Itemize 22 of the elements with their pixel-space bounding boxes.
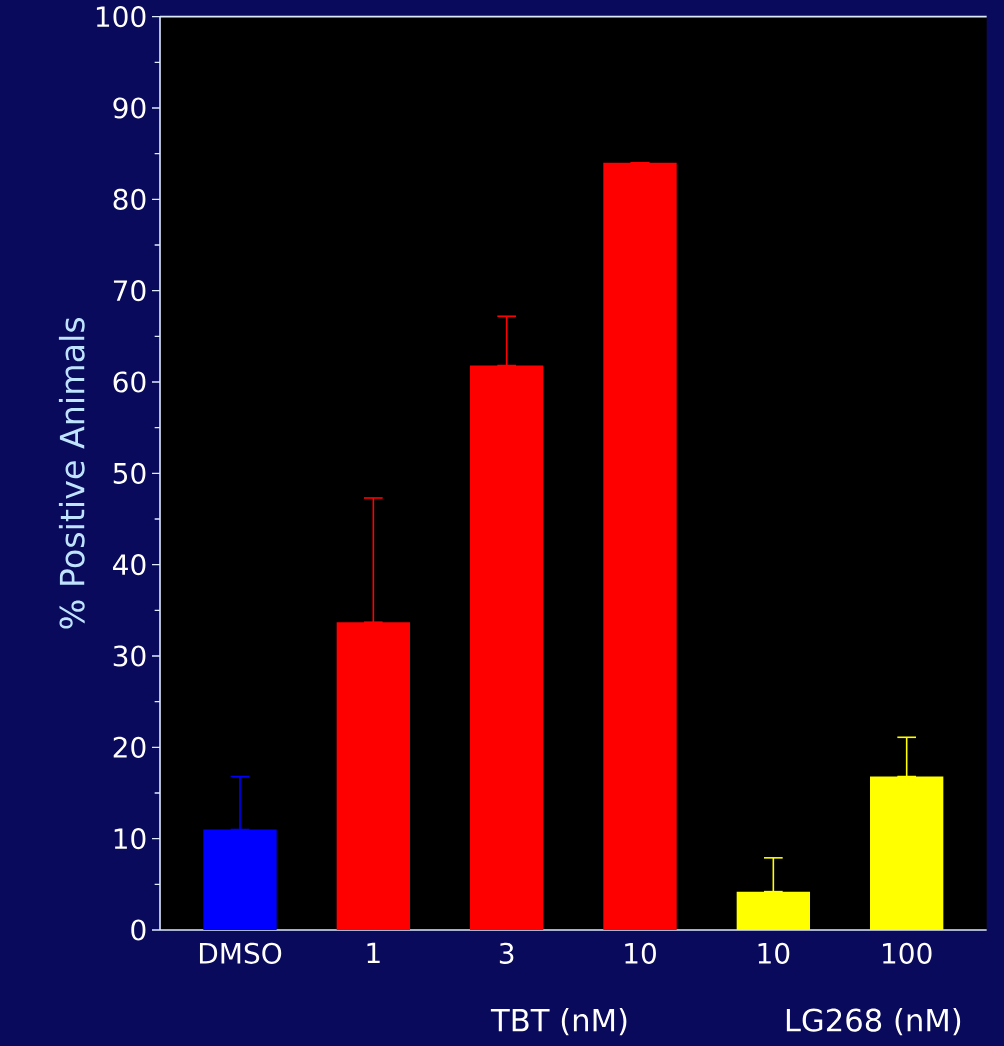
y-tick-label: 0 <box>131 919 146 941</box>
x-tick-label: 10 <box>758 942 790 964</box>
bar <box>603 162 677 930</box>
y-tick-label: 20 <box>113 736 146 758</box>
y-tick-label: 30 <box>113 645 146 667</box>
x-tick-label: 100 <box>883 942 932 964</box>
text: TBT (nM) <box>490 1008 627 1036</box>
bar <box>336 622 410 930</box>
x-tick-label: 3 <box>499 942 514 964</box>
y-tick-label: 100 <box>96 6 146 28</box>
x-tick-label: 10 <box>625 942 656 964</box>
y-tick-label: 60 <box>113 371 146 393</box>
x-tick-label: DMSO <box>199 942 282 964</box>
text: LG268 (nM) <box>786 1008 961 1036</box>
y-tick-label: 10 <box>114 828 146 850</box>
y-tick-label: 40 <box>113 554 146 576</box>
x-tick-label: 1 <box>367 942 380 964</box>
y-tick-label: 90 <box>113 97 146 119</box>
y-tick-label: 80 <box>113 188 146 210</box>
y-tick-label: 70 <box>113 280 146 302</box>
y-tick-label: 50 <box>113 462 146 484</box>
y-axis-title: % Positive Animals <box>58 317 85 629</box>
